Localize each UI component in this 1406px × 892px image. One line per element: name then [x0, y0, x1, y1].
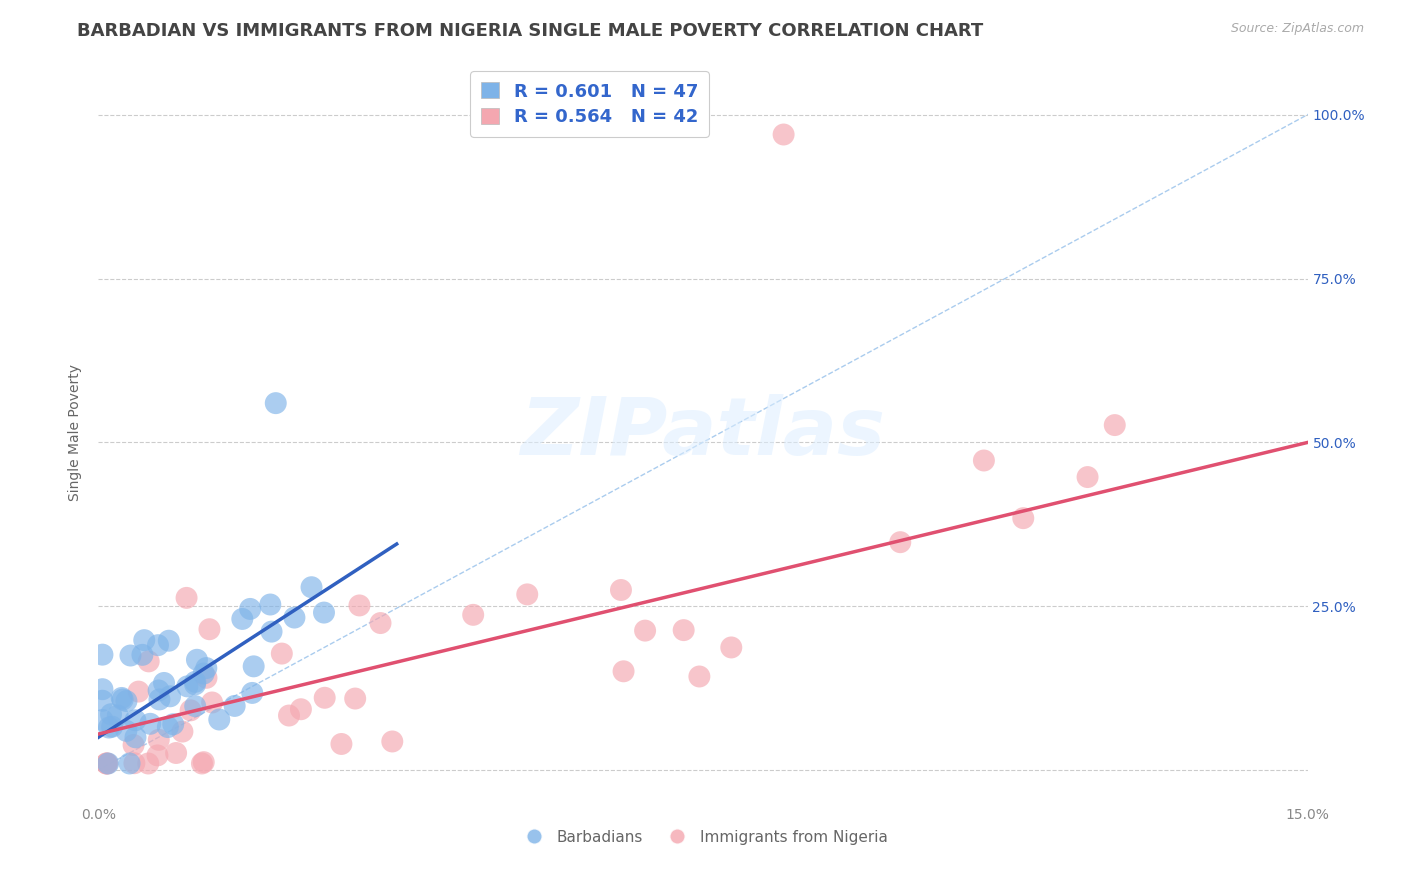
Point	[259, 598, 281, 612]
Point	[146, 748, 169, 763]
Point	[198, 622, 221, 636]
Point	[283, 610, 305, 624]
Point	[139, 716, 162, 731]
Point	[96, 756, 118, 771]
Point	[165, 746, 187, 760]
Text: BARBADIAN VS IMMIGRANTS FROM NIGERIA SINGLE MALE POVERTY CORRELATION CHART: BARBADIAN VS IMMIGRANTS FROM NIGERIA SIN…	[77, 22, 984, 40]
Point	[180, 703, 202, 717]
Point	[242, 659, 264, 673]
Point	[672, 623, 695, 637]
Point	[124, 713, 146, 727]
Point	[290, 702, 312, 716]
Point	[260, 624, 283, 639]
Point	[314, 690, 336, 705]
Point	[610, 582, 633, 597]
Point	[264, 396, 287, 410]
Point	[120, 648, 142, 663]
Point	[239, 602, 262, 616]
Point	[96, 756, 118, 771]
Point	[91, 713, 114, 727]
Point	[1012, 511, 1035, 525]
Point	[176, 591, 198, 605]
Point	[330, 737, 353, 751]
Point	[973, 453, 995, 467]
Point	[184, 699, 207, 714]
Point	[193, 666, 215, 681]
Point	[634, 624, 657, 638]
Point	[270, 647, 292, 661]
Point	[157, 633, 180, 648]
Point	[98, 721, 121, 735]
Point	[231, 612, 253, 626]
Point	[195, 671, 218, 685]
Point	[156, 720, 179, 734]
Point	[516, 587, 538, 601]
Point	[138, 654, 160, 668]
Point	[278, 708, 301, 723]
Y-axis label: Single Male Poverty: Single Male Poverty	[69, 364, 83, 501]
Point	[148, 692, 170, 706]
Point	[349, 599, 371, 613]
Point	[136, 756, 159, 771]
Point	[159, 690, 181, 704]
Point	[107, 708, 129, 723]
Point	[186, 653, 208, 667]
Point	[772, 128, 794, 142]
Point	[124, 756, 146, 771]
Point	[148, 683, 170, 698]
Point	[162, 717, 184, 731]
Point	[370, 615, 392, 630]
Point	[301, 580, 323, 594]
Point	[1077, 470, 1099, 484]
Point	[172, 724, 194, 739]
Point	[134, 633, 156, 648]
Point	[97, 756, 120, 771]
Point	[131, 648, 153, 662]
Point	[124, 731, 146, 745]
Point	[381, 734, 404, 748]
Point	[122, 738, 145, 752]
Point	[1104, 418, 1126, 433]
Point	[148, 732, 170, 747]
Point	[115, 694, 138, 708]
Point	[720, 640, 742, 655]
Point	[111, 692, 134, 706]
Point	[101, 720, 124, 734]
Point	[191, 756, 214, 771]
Point	[184, 674, 207, 689]
Point	[96, 756, 118, 771]
Point	[100, 707, 122, 722]
Point	[201, 696, 224, 710]
Point	[688, 669, 710, 683]
Point	[193, 755, 215, 769]
Legend: Barbadians, Immigrants from Nigeria: Barbadians, Immigrants from Nigeria	[512, 823, 894, 851]
Point	[224, 698, 246, 713]
Point	[195, 661, 218, 675]
Point	[208, 713, 231, 727]
Point	[128, 684, 150, 698]
Point	[118, 756, 141, 771]
Point	[111, 690, 134, 705]
Point	[91, 648, 114, 662]
Point	[91, 682, 114, 697]
Point	[312, 606, 335, 620]
Point	[176, 679, 198, 693]
Text: ZIPatlas: ZIPatlas	[520, 393, 886, 472]
Point	[344, 691, 367, 706]
Point	[146, 638, 169, 652]
Point	[115, 723, 138, 738]
Text: Source: ZipAtlas.com: Source: ZipAtlas.com	[1230, 22, 1364, 36]
Point	[889, 535, 911, 549]
Point	[612, 665, 634, 679]
Point	[240, 686, 263, 700]
Point	[91, 694, 114, 708]
Point	[184, 677, 207, 691]
Point	[463, 607, 485, 622]
Point	[153, 676, 176, 690]
